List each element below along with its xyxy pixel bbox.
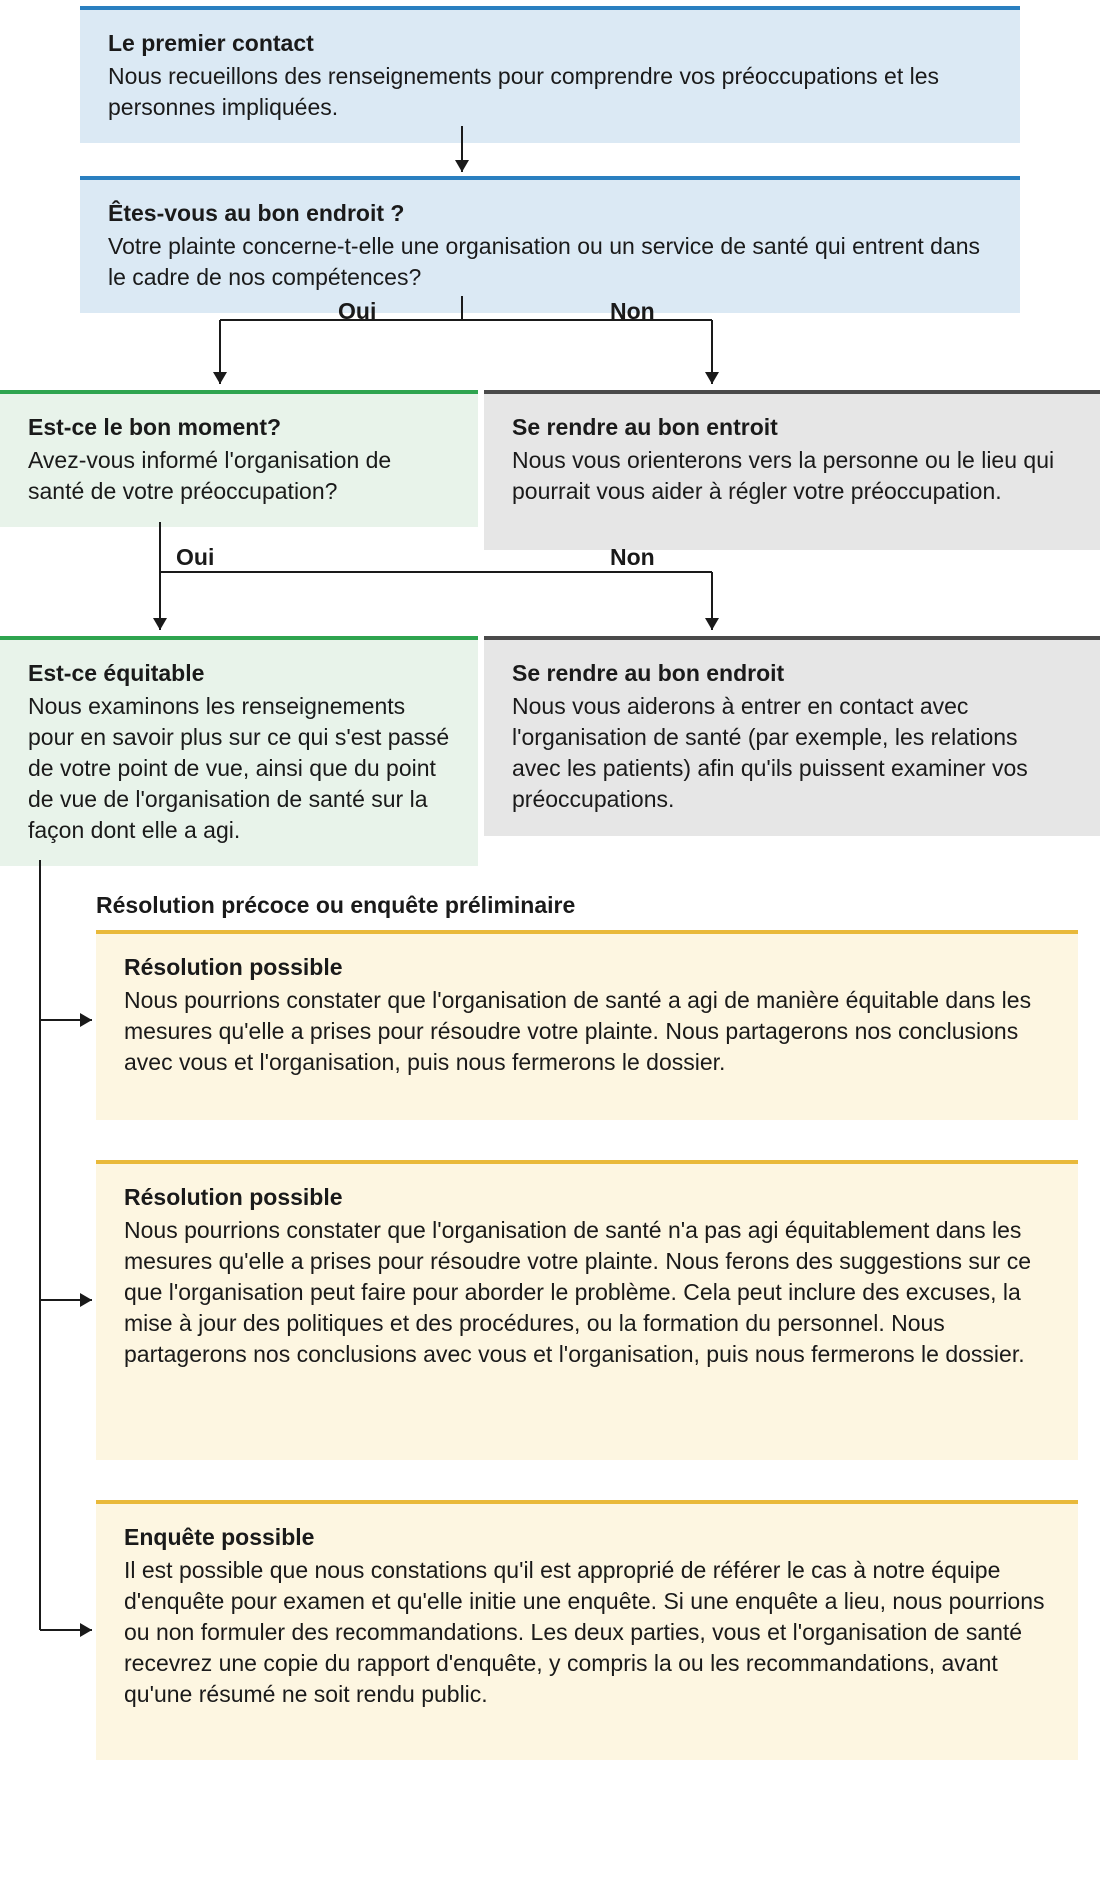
decision-label-non1: Non — [610, 298, 655, 325]
section-heading: Résolution précoce ou enquête préliminai… — [96, 892, 575, 919]
flowchart-box-b5: Est-ce équitableNous examinons les rense… — [0, 636, 478, 866]
box-body: Votre plainte concerne-t-elle une organi… — [108, 231, 992, 293]
box-title: Se rendre au bon endroit — [512, 658, 1072, 689]
flowchart-box-b7: Résolution possibleNous pourrions consta… — [96, 930, 1078, 1120]
box-title: Se rendre au bon entroit — [512, 412, 1072, 443]
box-title: Résolution possible — [124, 952, 1050, 983]
box-body: Nous recueillons des renseignements pour… — [108, 61, 992, 123]
decision-label-oui2: Oui — [176, 544, 214, 571]
flowchart-box-b2: Êtes-vous au bon endroit ?Votre plainte … — [80, 176, 1020, 313]
flowchart-box-b4: Se rendre au bon entroitNous vous orient… — [484, 390, 1100, 550]
box-title: Est-ce le bon moment? — [28, 412, 450, 443]
decision-label-oui1: Oui — [338, 298, 376, 325]
box-title: Le premier contact — [108, 28, 992, 59]
flowchart-box-b8: Résolution possibleNous pourrions consta… — [96, 1160, 1078, 1460]
box-body: Nous examinons les renseignements pour e… — [28, 691, 450, 846]
box-body: Il est possible que nous constations qu'… — [124, 1555, 1050, 1710]
box-body: Avez-vous informé l'organisation de sant… — [28, 445, 450, 507]
box-body: Nous vous aiderons à entrer en contact a… — [512, 691, 1072, 815]
flowchart-box-b1: Le premier contactNous recueillons des r… — [80, 6, 1020, 143]
box-body: Nous pourrions constater que l'organisat… — [124, 1215, 1050, 1370]
flowchart-box-b9: Enquête possibleIl est possible que nous… — [96, 1500, 1078, 1760]
flowchart-box-b3: Est-ce le bon moment?Avez-vous informé l… — [0, 390, 478, 527]
decision-label-non2: Non — [610, 544, 655, 571]
flowchart-box-b6: Se rendre au bon endroitNous vous aidero… — [484, 636, 1100, 836]
box-title: Est-ce équitable — [28, 658, 450, 689]
box-title: Enquête possible — [124, 1522, 1050, 1553]
box-title: Résolution possible — [124, 1182, 1050, 1213]
box-body: Nous vous orienterons vers la personne o… — [512, 445, 1072, 507]
box-title: Êtes-vous au bon endroit ? — [108, 198, 992, 229]
box-body: Nous pourrions constater que l'organisat… — [124, 985, 1050, 1078]
